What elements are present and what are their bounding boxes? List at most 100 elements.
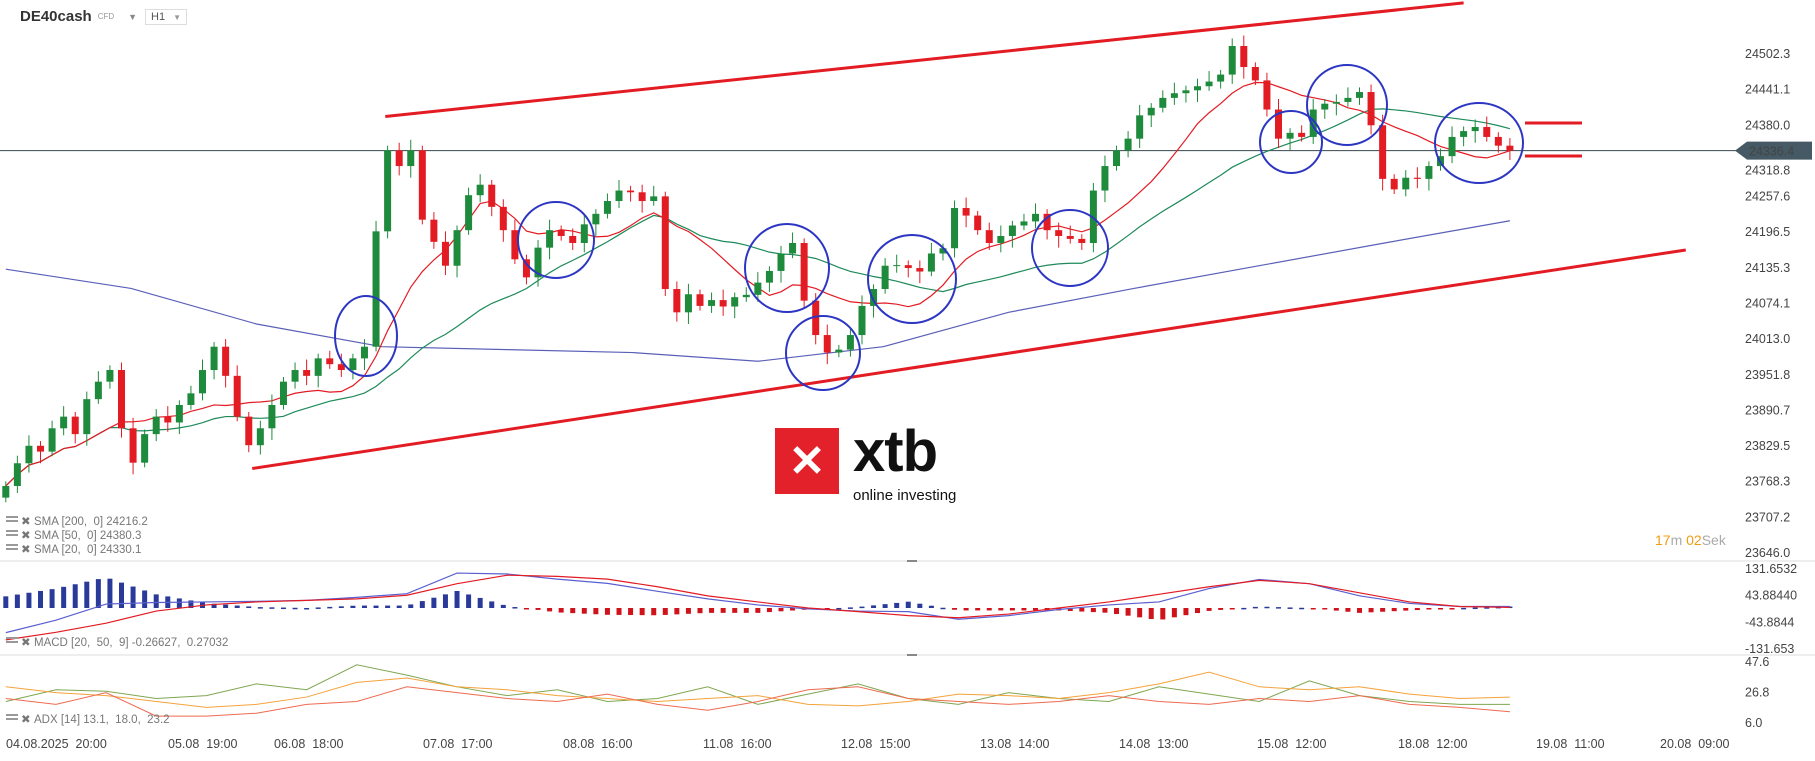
- candle-body: [708, 300, 716, 306]
- macd-histogram-bar: [361, 605, 367, 608]
- macd-histogram-bar: [1403, 608, 1409, 611]
- candle-body: [893, 265, 901, 267]
- candle-body: [245, 416, 253, 446]
- macd-histogram-bar: [1391, 608, 1397, 612]
- annotation-circle[interactable]: [867, 234, 957, 324]
- annotation-circle[interactable]: [785, 315, 861, 391]
- candle-body: [1228, 46, 1236, 75]
- remove-indicator-icon[interactable]: ✖: [21, 714, 31, 726]
- macd-histogram-bar: [95, 579, 101, 609]
- macd-histogram-bar: [396, 605, 402, 608]
- candle-body: [60, 416, 68, 429]
- candle-body: [719, 300, 727, 307]
- macd-histogram-bar: [119, 582, 124, 609]
- indicator-menu-icon: [6, 714, 18, 716]
- time-axis-tick: 19.08 11:00: [1536, 737, 1605, 751]
- macd-histogram-bar: [824, 608, 830, 610]
- time-axis-tick: 06.08 18:00: [274, 737, 344, 751]
- candle: [1413, 167, 1421, 189]
- annotation-circle[interactable]: [334, 295, 398, 377]
- chevron-down-icon: ▼: [173, 12, 181, 22]
- annotation-circle[interactable]: [517, 201, 595, 279]
- price-axis-tick: 24196.5: [1745, 225, 1790, 239]
- macd-histogram-bar: [26, 592, 32, 609]
- macd-histogram-bar: [639, 608, 645, 616]
- macd-histogram-bar: [1079, 608, 1085, 612]
- candle: [1402, 170, 1410, 197]
- candle-body: [1078, 238, 1086, 243]
- candle: [1240, 35, 1248, 79]
- indicator-menu-icon: [6, 637, 18, 639]
- candle-body: [222, 346, 230, 376]
- adx-axis-tick: 26.8: [1745, 686, 1769, 700]
- candle: [395, 142, 403, 176]
- candle: [1228, 38, 1236, 84]
- candle: [152, 409, 160, 442]
- candle-body: [1298, 132, 1306, 137]
- candle: [1321, 99, 1329, 119]
- candle: [1147, 103, 1155, 128]
- macd-histogram-bar: [1380, 608, 1386, 612]
- macd-histogram-bar: [1345, 608, 1351, 612]
- macd-histogram-bar: [894, 602, 900, 609]
- candle-body: [1124, 138, 1132, 151]
- macd-line: [5, 572, 1510, 634]
- candle-body: [661, 196, 669, 290]
- macd-histogram-bar: [558, 608, 564, 613]
- candle: [1194, 78, 1202, 102]
- candle-body: [1309, 109, 1317, 137]
- candle-body: [499, 206, 507, 231]
- candle: [245, 411, 253, 453]
- candle: [1390, 174, 1398, 195]
- remove-indicator-icon[interactable]: ✖: [21, 516, 31, 528]
- price-axis-tick: 24318.8: [1745, 164, 1790, 178]
- macd-histogram-bar: [1148, 608, 1154, 620]
- candle-body: [1460, 131, 1468, 137]
- candle: [1136, 104, 1144, 148]
- candle-body: [210, 346, 218, 371]
- candle-body: [870, 289, 878, 306]
- candle-body: [765, 270, 773, 283]
- candle-body: [2, 485, 10, 498]
- annotation-circle[interactable]: [1259, 110, 1323, 174]
- candle: [615, 180, 623, 209]
- macd-histogram-bar: [1218, 608, 1224, 610]
- candle-body: [1390, 178, 1398, 190]
- candle-body: [129, 428, 137, 463]
- timeframe-select[interactable]: H1 ▼: [145, 9, 187, 25]
- macd-histogram-bar: [732, 608, 738, 613]
- macd-histogram-bar: [975, 608, 981, 611]
- remove-indicator-icon[interactable]: ✖: [21, 544, 31, 556]
- symbol-selector[interactable]: DE40cash CFD ▼: [20, 8, 137, 25]
- candle: [210, 342, 218, 380]
- candle-body: [465, 195, 473, 231]
- candle-body: [789, 242, 797, 254]
- candle-body: [48, 428, 56, 452]
- trendline[interactable]: [252, 248, 1686, 470]
- candle: [1182, 85, 1190, 103]
- candle-body: [742, 294, 750, 298]
- trendline[interactable]: [385, 1, 1464, 119]
- candle-body: [511, 230, 519, 260]
- indicator-legend: [6, 544, 18, 550]
- macd-histogram-bar: [246, 606, 252, 608]
- annotation-circle[interactable]: [1306, 64, 1388, 146]
- candle-body: [1205, 81, 1213, 87]
- candle-body: [25, 445, 33, 464]
- remove-indicator-icon[interactable]: ✖: [21, 530, 31, 542]
- candle: [1355, 87, 1363, 105]
- annotation-circle[interactable]: [1031, 209, 1109, 287]
- macd-histogram-bar: [1264, 606, 1270, 609]
- candle: [823, 324, 831, 365]
- candle: [1483, 116, 1491, 142]
- macd-histogram-bar: [778, 608, 784, 612]
- candle: [129, 417, 137, 475]
- remove-indicator-icon[interactable]: ✖: [21, 637, 31, 649]
- macd-histogram-bar: [419, 601, 425, 609]
- minus-di-line: [5, 686, 1510, 717]
- candle: [1066, 225, 1074, 244]
- annotation-circle[interactable]: [1434, 102, 1524, 184]
- annotation-circle[interactable]: [744, 223, 830, 313]
- timer-minutes-unit: m: [1670, 532, 1683, 548]
